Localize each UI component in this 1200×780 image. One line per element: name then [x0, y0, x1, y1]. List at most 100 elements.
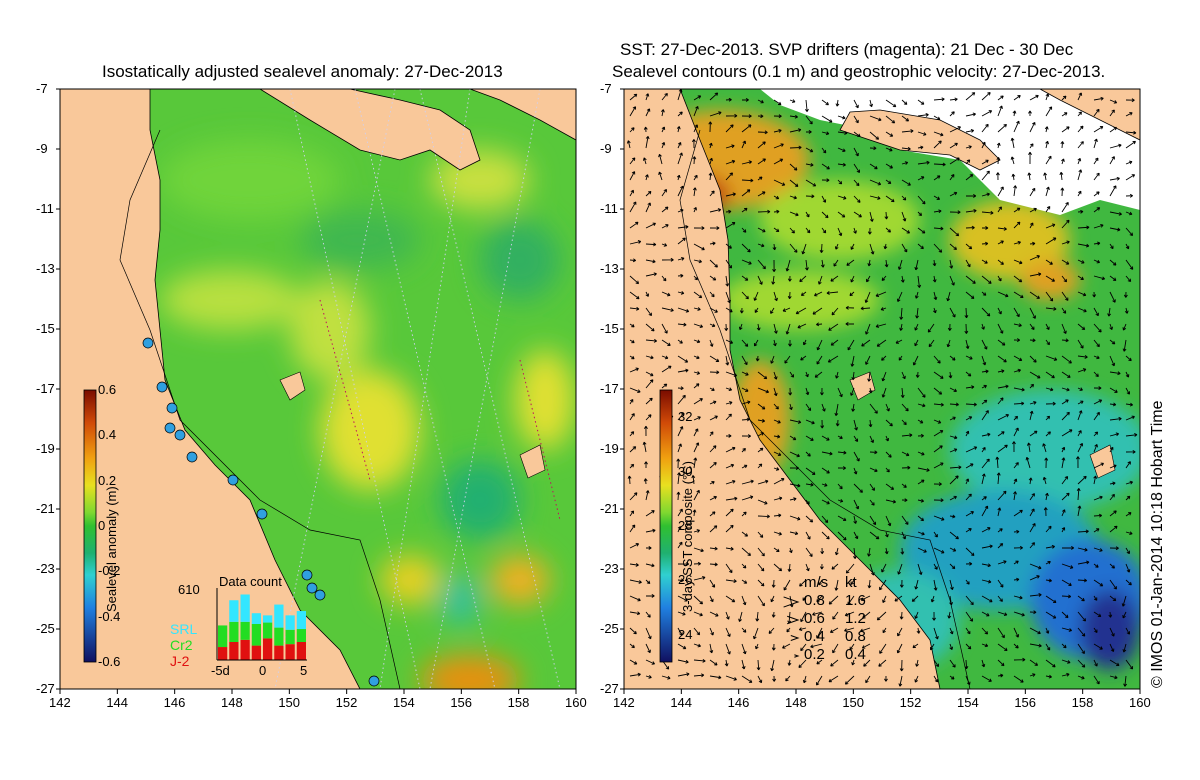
velocity-arrow: [1093, 643, 1103, 650]
velocity-arrow: [949, 97, 958, 102]
velocity-arrow: [1077, 92, 1083, 101]
velocity-arrow: [629, 189, 634, 197]
velocity-arrow: [1045, 492, 1049, 501]
colorbar-tick-label: 0.6: [98, 382, 117, 397]
velocity-arrow: [837, 131, 848, 135]
velocity-arrow: [850, 579, 855, 585]
velocity-arrow: [869, 403, 878, 414]
velocity-arrow: [933, 97, 945, 102]
velocity-arrow: [820, 259, 825, 268]
velocity-arrow: [981, 226, 989, 230]
velocity-arrow: [1045, 525, 1052, 533]
velocity-arrow: [773, 179, 786, 186]
velocity-arrow: [709, 579, 716, 588]
data-count-bar-segment: [263, 638, 273, 660]
velocity-arrow: [799, 579, 807, 587]
velocity-arrow: [899, 307, 904, 320]
velocity-arrow: [894, 595, 903, 602]
velocity-arrow: [1061, 291, 1069, 301]
velocity-arrow: [1109, 595, 1117, 602]
velocity-arrow: [677, 472, 681, 485]
velocity-arrow: [835, 371, 839, 379]
velocity-arrow: [965, 675, 971, 686]
velocity-arrow: [885, 179, 892, 184]
velocity-arrow: [626, 140, 631, 149]
velocity-arrow: [901, 179, 911, 186]
lon-tick-label: 156: [450, 695, 473, 710]
velocity-arrow: [865, 323, 871, 335]
velocity-arrow: [885, 499, 897, 504]
velocity-arrow: [773, 323, 778, 334]
velocity-arrow: [693, 95, 702, 101]
velocity-arrow: [1077, 578, 1088, 583]
velocity-arrow: [708, 121, 713, 133]
velocity-arrow: [1013, 627, 1020, 638]
velocity-arrow: [757, 130, 768, 135]
velocity-arrow: [981, 544, 993, 549]
velocity-legend-arrows: [783, 596, 800, 658]
velocity-arrow: [805, 130, 812, 134]
velocity-arrow: [965, 595, 974, 606]
velocity-arrow: [693, 627, 701, 636]
lat-tick-label: -19: [600, 441, 619, 456]
velocity-arrow: [997, 369, 1005, 374]
velocity-arrow: [949, 435, 958, 440]
velocity-arrow: [965, 159, 971, 165]
right-map-title-line1: SST: 27-Dec-2013. SVP drifters (magenta)…: [620, 40, 1074, 59]
velocity-arrow: [830, 339, 839, 346]
velocity-arrow: [1061, 126, 1070, 133]
velocity-arrow: [787, 659, 792, 666]
velocity-arrow: [932, 275, 937, 283]
velocity-arrow: [965, 416, 973, 421]
velocity-arrow: [1044, 457, 1049, 469]
velocity-arrow: [810, 643, 823, 649]
velocity-arrow: [1125, 461, 1131, 469]
velocity-arrow: [805, 499, 810, 505]
velocity-arrow: [645, 93, 650, 101]
velocity-arrow: [829, 627, 839, 633]
velocity-arrow: [901, 227, 911, 234]
velocity-arrow: [677, 225, 689, 229]
lat-tick-label: -11: [36, 201, 54, 216]
velocity-arrow: [900, 387, 905, 398]
velocity-arrow: [658, 153, 663, 165]
velocity-arrow: [997, 431, 1005, 437]
velocity-arrow: [981, 563, 991, 568]
velocity-arrow: [965, 355, 973, 360]
velocity-arrow: [789, 497, 797, 501]
velocity-arrow: [821, 515, 829, 524]
velocity-arrow: [805, 147, 814, 153]
velocity-arrow: [1109, 493, 1115, 501]
velocity-arrow: [1077, 442, 1084, 453]
velocity-arrow: [709, 190, 715, 197]
velocity-arrow: [757, 675, 763, 684]
velocity-arrow: [837, 515, 847, 522]
velocity-arrow: [965, 208, 977, 213]
velocity-arrow: [1013, 478, 1018, 485]
right-map-title-line2: Sealevel contours (0.1 m) and geostrophi…: [612, 62, 1106, 81]
velocity-arrow: [1093, 528, 1100, 533]
velocity-arrow: [1045, 401, 1056, 406]
velocity-arrow: [783, 579, 791, 591]
velocity-arrow: [880, 307, 887, 311]
velocity-arrow: [1061, 95, 1067, 101]
velocity-arrow: [901, 483, 907, 488]
velocity-arrow: [741, 627, 747, 633]
velocity-arrow: [869, 195, 881, 200]
velocity-arrow: [1077, 339, 1084, 349]
velocity-arrow: [884, 259, 889, 268]
velocity-arrow: [845, 321, 855, 326]
velocity-arrow: [709, 355, 720, 363]
velocity-arrow: [757, 447, 764, 453]
velocity-arrow: [677, 111, 683, 117]
velocity-arrow: [949, 595, 953, 606]
velocity-arrow: [869, 115, 882, 122]
velocity-arrow: [661, 92, 668, 101]
velocity-arrow: [1029, 673, 1036, 677]
velocity-arrow: [709, 208, 722, 213]
velocity-arrow: [692, 509, 697, 517]
velocity-arrow: [853, 227, 857, 234]
velocity-arrow: [757, 243, 765, 248]
velocity-arrow: [677, 386, 684, 391]
velocity-arrow: [1122, 339, 1127, 352]
